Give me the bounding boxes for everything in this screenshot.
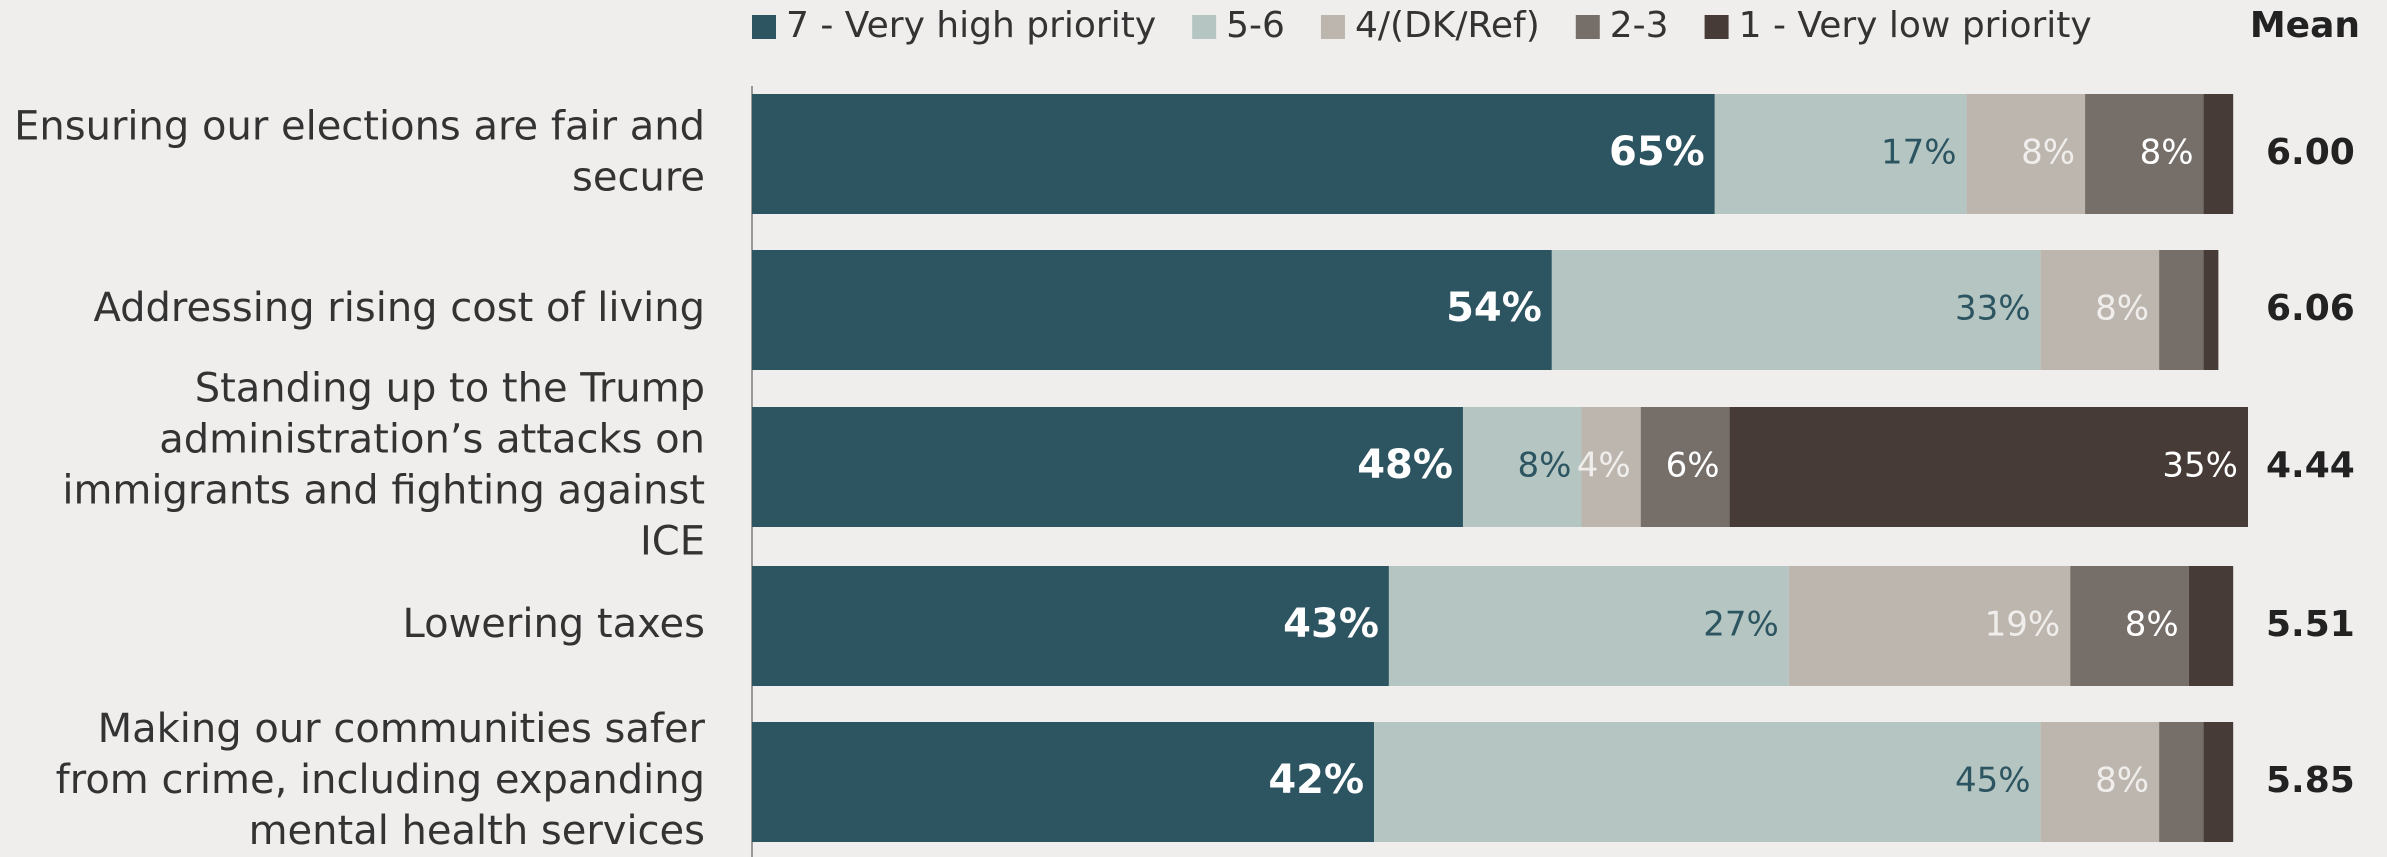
value-label: 19% <box>1985 605 2061 645</box>
mean-value: 6.06 <box>2266 288 2355 329</box>
legend-label: 4/(DK/Ref) <box>1355 5 1540 46</box>
bar-segment <box>752 566 1389 686</box>
bar-segment <box>752 722 1375 842</box>
value-label: 35% <box>2162 446 2238 486</box>
bar-segment <box>2040 722 2160 842</box>
legend-swatch <box>1320 15 1345 39</box>
value-label: 45% <box>1955 761 2031 801</box>
bar-segment <box>1551 250 2041 370</box>
legend-label: 5-6 <box>1226 5 1285 46</box>
bar-segment <box>752 250 1552 370</box>
bar-segment <box>1714 94 1967 214</box>
value-label: 8% <box>2095 289 2149 329</box>
value-label: 6% <box>1666 446 1720 486</box>
legend-swatch <box>1192 15 1217 39</box>
legend-label: 1 - Very low priority <box>1739 5 2092 46</box>
value-label: 65% <box>1609 129 1705 175</box>
bar-segment <box>1966 94 2086 214</box>
bar-segment <box>2188 566 2234 686</box>
mean-value: 4.44 <box>2266 445 2355 486</box>
value-label: 8% <box>2095 761 2149 801</box>
value-label: 4% <box>1577 446 1631 486</box>
bar-segment <box>2203 94 2234 214</box>
category-label: Standing up to the Trump administration’s… <box>62 366 705 565</box>
value-label: 42% <box>1268 757 1364 803</box>
category-label: Ensuring our elections are fair and secur… <box>14 104 705 201</box>
bar-segment <box>2085 94 2204 214</box>
value-label: 27% <box>1703 605 1779 645</box>
value-label: 33% <box>1955 289 2031 329</box>
mean-value: 5.51 <box>2266 604 2355 645</box>
category-label: Making our communities safer from crime, … <box>56 706 706 854</box>
category-label: Addressing rising cost of living <box>93 285 705 331</box>
bar-segment <box>1729 407 2248 527</box>
value-label: 43% <box>1283 601 1379 647</box>
legend-label: 2-3 <box>1610 5 1669 46</box>
bar-segment <box>1581 407 1641 527</box>
value-label: 8% <box>1518 446 1572 486</box>
legend-swatch <box>752 15 776 39</box>
bar-segment <box>752 407 1463 527</box>
value-label: 8% <box>2125 605 2179 645</box>
bar-segment <box>1462 407 1582 527</box>
mean-header: Mean <box>2250 5 2360 46</box>
legend-swatch <box>1704 15 1729 39</box>
bar-segment <box>752 94 1715 214</box>
bar-segment <box>2040 250 2160 370</box>
bar-segment <box>1788 566 2071 686</box>
bar-segment <box>2070 566 2189 686</box>
bar-segment <box>1374 722 2041 842</box>
value-label: 54% <box>1446 285 1542 331</box>
value-label: 48% <box>1357 442 1453 488</box>
value-label: 8% <box>2140 133 2194 173</box>
bar-segment <box>1640 407 1730 527</box>
bar-segment <box>1388 566 1789 686</box>
bar-segment <box>2203 250 2219 370</box>
mean-value: 5.85 <box>2266 760 2355 801</box>
value-label: 17% <box>1881 133 1957 173</box>
legend-swatch <box>1575 15 1600 39</box>
bar-segment <box>2159 722 2204 842</box>
value-label: 8% <box>2021 133 2075 173</box>
mean-value: 6.00 <box>2266 132 2355 173</box>
category-label: Lowering taxes <box>403 601 705 647</box>
bar-segment <box>2159 250 2204 370</box>
legend-label: 7 - Very high priority <box>786 5 1156 46</box>
bar-segment <box>2203 722 2234 842</box>
